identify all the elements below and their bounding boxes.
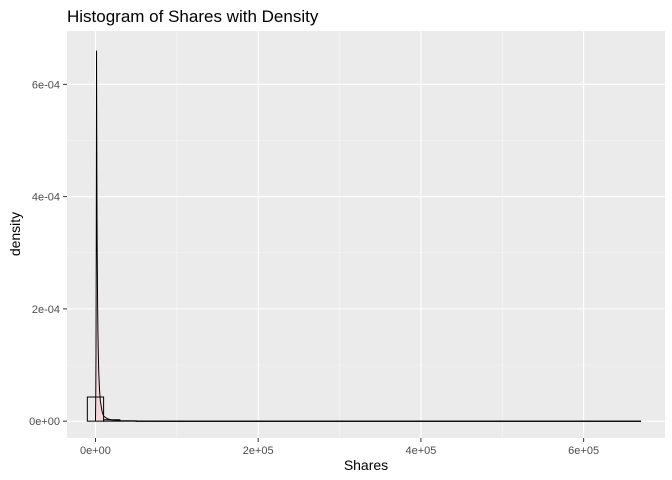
y-tick-label: 6e-04 bbox=[32, 79, 60, 91]
x-tick-label: 4e+05 bbox=[405, 445, 436, 457]
y-axis: 0e+00 2e-04 4e-04 6e-04 bbox=[29, 79, 67, 428]
density-layer bbox=[94, 50, 641, 422]
x-axis-title: Shares bbox=[344, 457, 388, 473]
histogram-bins bbox=[86, 396, 642, 422]
minor-gridlines bbox=[67, 31, 665, 438]
y-tick-label: 2e-04 bbox=[32, 304, 60, 316]
plot-panel bbox=[67, 31, 665, 438]
y-tick-label: 4e-04 bbox=[32, 192, 60, 204]
chart-title: Histogram of Shares with Density bbox=[67, 7, 319, 26]
x-axis: 0e+00 2e+05 4e+05 6e+05 bbox=[80, 438, 599, 457]
density-line bbox=[94, 50, 641, 422]
y-axis-title: density bbox=[7, 212, 23, 256]
y-tick-label: 0e+00 bbox=[29, 416, 60, 428]
x-tick-label: 6e+05 bbox=[568, 445, 599, 457]
x-tick-label: 2e+05 bbox=[243, 445, 274, 457]
histogram-bar bbox=[86, 396, 105, 422]
x-tick-label: 0e+00 bbox=[80, 445, 111, 457]
